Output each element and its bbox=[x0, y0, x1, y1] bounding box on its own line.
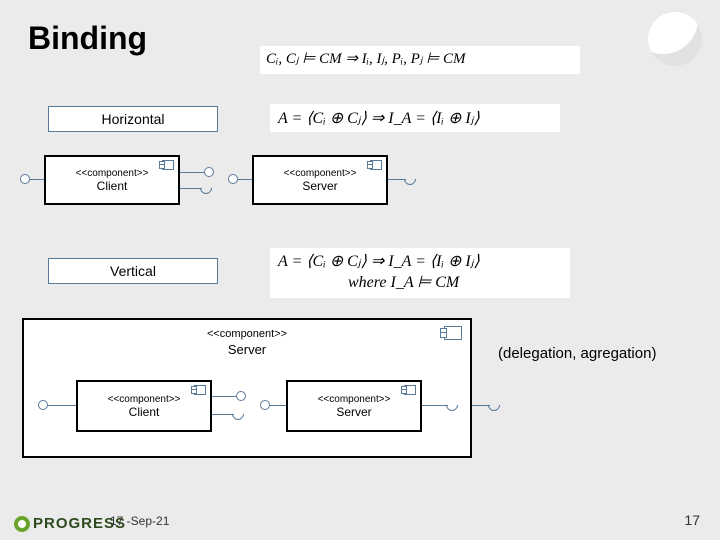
component-icon bbox=[194, 385, 206, 395]
component-name: Server bbox=[254, 179, 386, 193]
server-component-h: <<component>> Server bbox=[252, 155, 388, 205]
vertical-formula-line1: A = ⟨Cᵢ ⊕ Cⱼ⟩ ⇒ I_A = ⟨Iᵢ ⊕ Iⱼ⟩ bbox=[278, 252, 562, 273]
required-port bbox=[486, 397, 503, 414]
footer-page: 17 bbox=[684, 512, 700, 528]
port-stem bbox=[270, 405, 286, 406]
delegation-note: (delegation, agregation) bbox=[498, 345, 656, 362]
required-port bbox=[198, 180, 215, 197]
port-stem bbox=[422, 405, 448, 406]
horizontal-formula: A = ⟨Cᵢ ⊕ Cⱼ⟩ ⇒ I_A = ⟨Iᵢ ⊕ Iⱼ⟩ bbox=[270, 104, 560, 132]
component-name: Server bbox=[24, 342, 470, 357]
port-stem bbox=[180, 172, 204, 173]
provided-port bbox=[204, 167, 214, 177]
top-formula: Cᵢ, Cⱼ ⊨ CM ⇒ Iᵢ, Iⱼ, Pᵢ, Pⱼ ⊨ CM bbox=[260, 46, 580, 74]
corner-logo bbox=[648, 12, 702, 66]
component-name: Server bbox=[288, 405, 420, 419]
vertical-formula-line2: where I_A ⊨ CM bbox=[278, 273, 562, 294]
client-component-v: <<component>> Client bbox=[76, 380, 212, 432]
port-stem bbox=[212, 396, 236, 397]
port-stem bbox=[48, 405, 76, 406]
page-title: Binding bbox=[28, 20, 147, 57]
provided-port bbox=[260, 400, 270, 410]
stereotype: <<component>> bbox=[254, 168, 386, 179]
footer-date: 17 -Sep-21 bbox=[110, 514, 169, 528]
stereotype: <<component>> bbox=[78, 394, 210, 405]
provided-port bbox=[228, 174, 238, 184]
vertical-label: Vertical bbox=[48, 258, 218, 284]
horizontal-label: Horizontal bbox=[48, 106, 218, 132]
client-component-h: <<component>> Client bbox=[44, 155, 180, 205]
stereotype: <<component>> bbox=[46, 168, 178, 179]
port-stem bbox=[30, 179, 44, 180]
component-icon bbox=[370, 160, 382, 170]
provided-port bbox=[38, 400, 48, 410]
required-port bbox=[402, 171, 419, 188]
provided-port bbox=[20, 174, 30, 184]
port-stem bbox=[238, 179, 252, 180]
stereotype: <<component>> bbox=[24, 328, 470, 340]
logo-icon bbox=[14, 516, 30, 532]
server-component-v: <<component>> Server bbox=[286, 380, 422, 432]
component-icon bbox=[404, 385, 416, 395]
stereotype: <<component>> bbox=[288, 394, 420, 405]
vertical-formula: A = ⟨Cᵢ ⊕ Cⱼ⟩ ⇒ I_A = ⟨Iᵢ ⊕ Iⱼ⟩ where I_… bbox=[270, 248, 570, 298]
component-name: Client bbox=[46, 179, 178, 193]
component-name: Client bbox=[78, 405, 210, 419]
provided-port bbox=[236, 391, 246, 401]
component-icon bbox=[162, 160, 174, 170]
